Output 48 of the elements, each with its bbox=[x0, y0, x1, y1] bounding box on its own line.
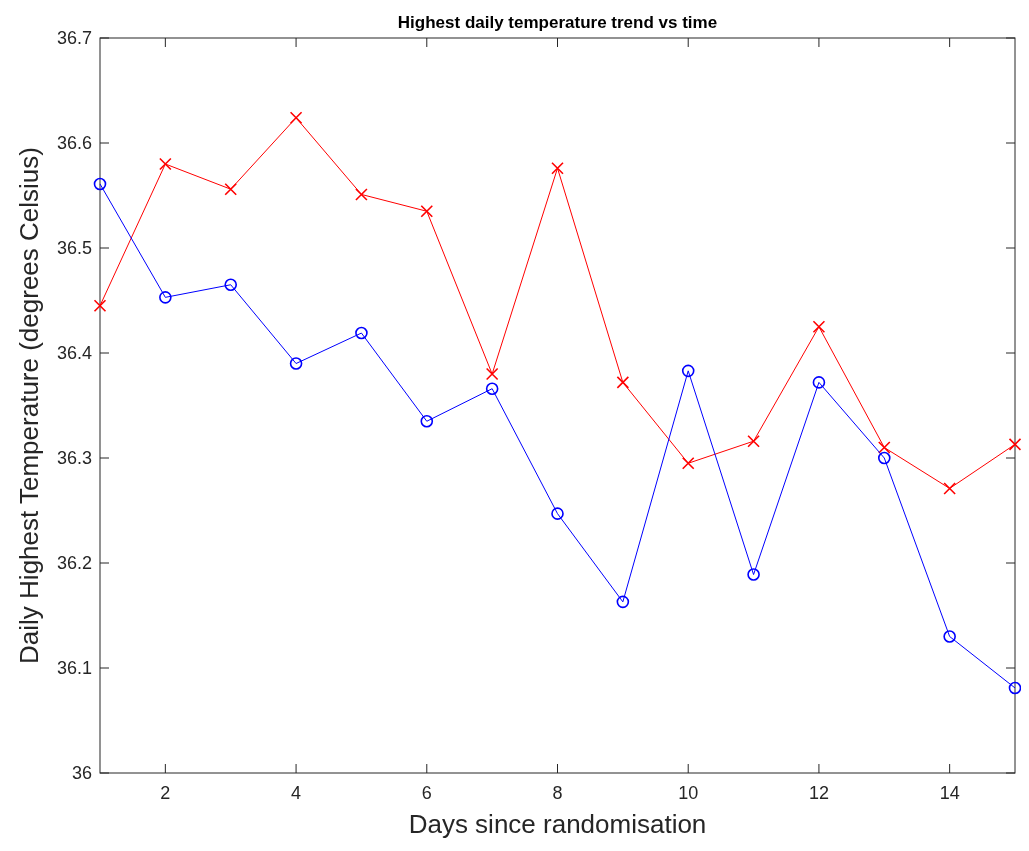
y-tick-label: 36.4 bbox=[56, 343, 92, 363]
point bbox=[420, 414, 434, 428]
y-axis-title: Daily Highest Temperature (degrees Celsius) bbox=[14, 147, 44, 664]
point bbox=[616, 595, 630, 609]
point bbox=[551, 161, 564, 175]
y-tick-label: 36.7 bbox=[56, 28, 92, 48]
point bbox=[485, 382, 499, 395]
y-tick-label: 36.2 bbox=[56, 553, 92, 573]
point bbox=[355, 326, 368, 340]
x-tick-label: 12 bbox=[808, 783, 829, 803]
y-tick-label: 36.5 bbox=[56, 238, 92, 258]
point bbox=[616, 376, 630, 389]
point bbox=[485, 367, 499, 381]
x-tick-label: 8 bbox=[552, 783, 563, 803]
point bbox=[943, 630, 956, 643]
point bbox=[1008, 681, 1021, 695]
point bbox=[551, 507, 564, 520]
point bbox=[93, 177, 107, 191]
x-tick-label: 2 bbox=[160, 783, 171, 803]
point bbox=[812, 376, 826, 389]
point bbox=[681, 456, 695, 470]
point bbox=[289, 357, 303, 370]
point bbox=[1008, 438, 1021, 451]
y-tick-label: 36.3 bbox=[56, 448, 92, 468]
point bbox=[93, 299, 107, 313]
point bbox=[747, 434, 760, 448]
chart-title: Highest daily temperature trend vs time bbox=[397, 13, 718, 32]
point bbox=[224, 182, 238, 196]
point bbox=[812, 320, 826, 334]
x-tick-label: 10 bbox=[678, 783, 699, 803]
x-axis-title: Days since randomisation bbox=[408, 809, 707, 839]
y-tick-label: 36.6 bbox=[56, 133, 92, 153]
point bbox=[877, 441, 891, 454]
point bbox=[224, 278, 238, 292]
y-tick-label: 36.1 bbox=[56, 658, 92, 678]
point bbox=[159, 157, 172, 171]
point bbox=[159, 291, 172, 304]
x-tick-label: 4 bbox=[291, 783, 302, 803]
point bbox=[877, 451, 891, 465]
point bbox=[289, 111, 303, 125]
point bbox=[681, 364, 695, 378]
point bbox=[355, 188, 368, 201]
x-tick-label: 14 bbox=[939, 783, 960, 803]
point bbox=[747, 568, 760, 581]
point bbox=[420, 204, 434, 218]
point bbox=[943, 482, 956, 495]
y-tick-label: 36 bbox=[71, 763, 92, 783]
x-tick-label: 6 bbox=[421, 783, 432, 803]
